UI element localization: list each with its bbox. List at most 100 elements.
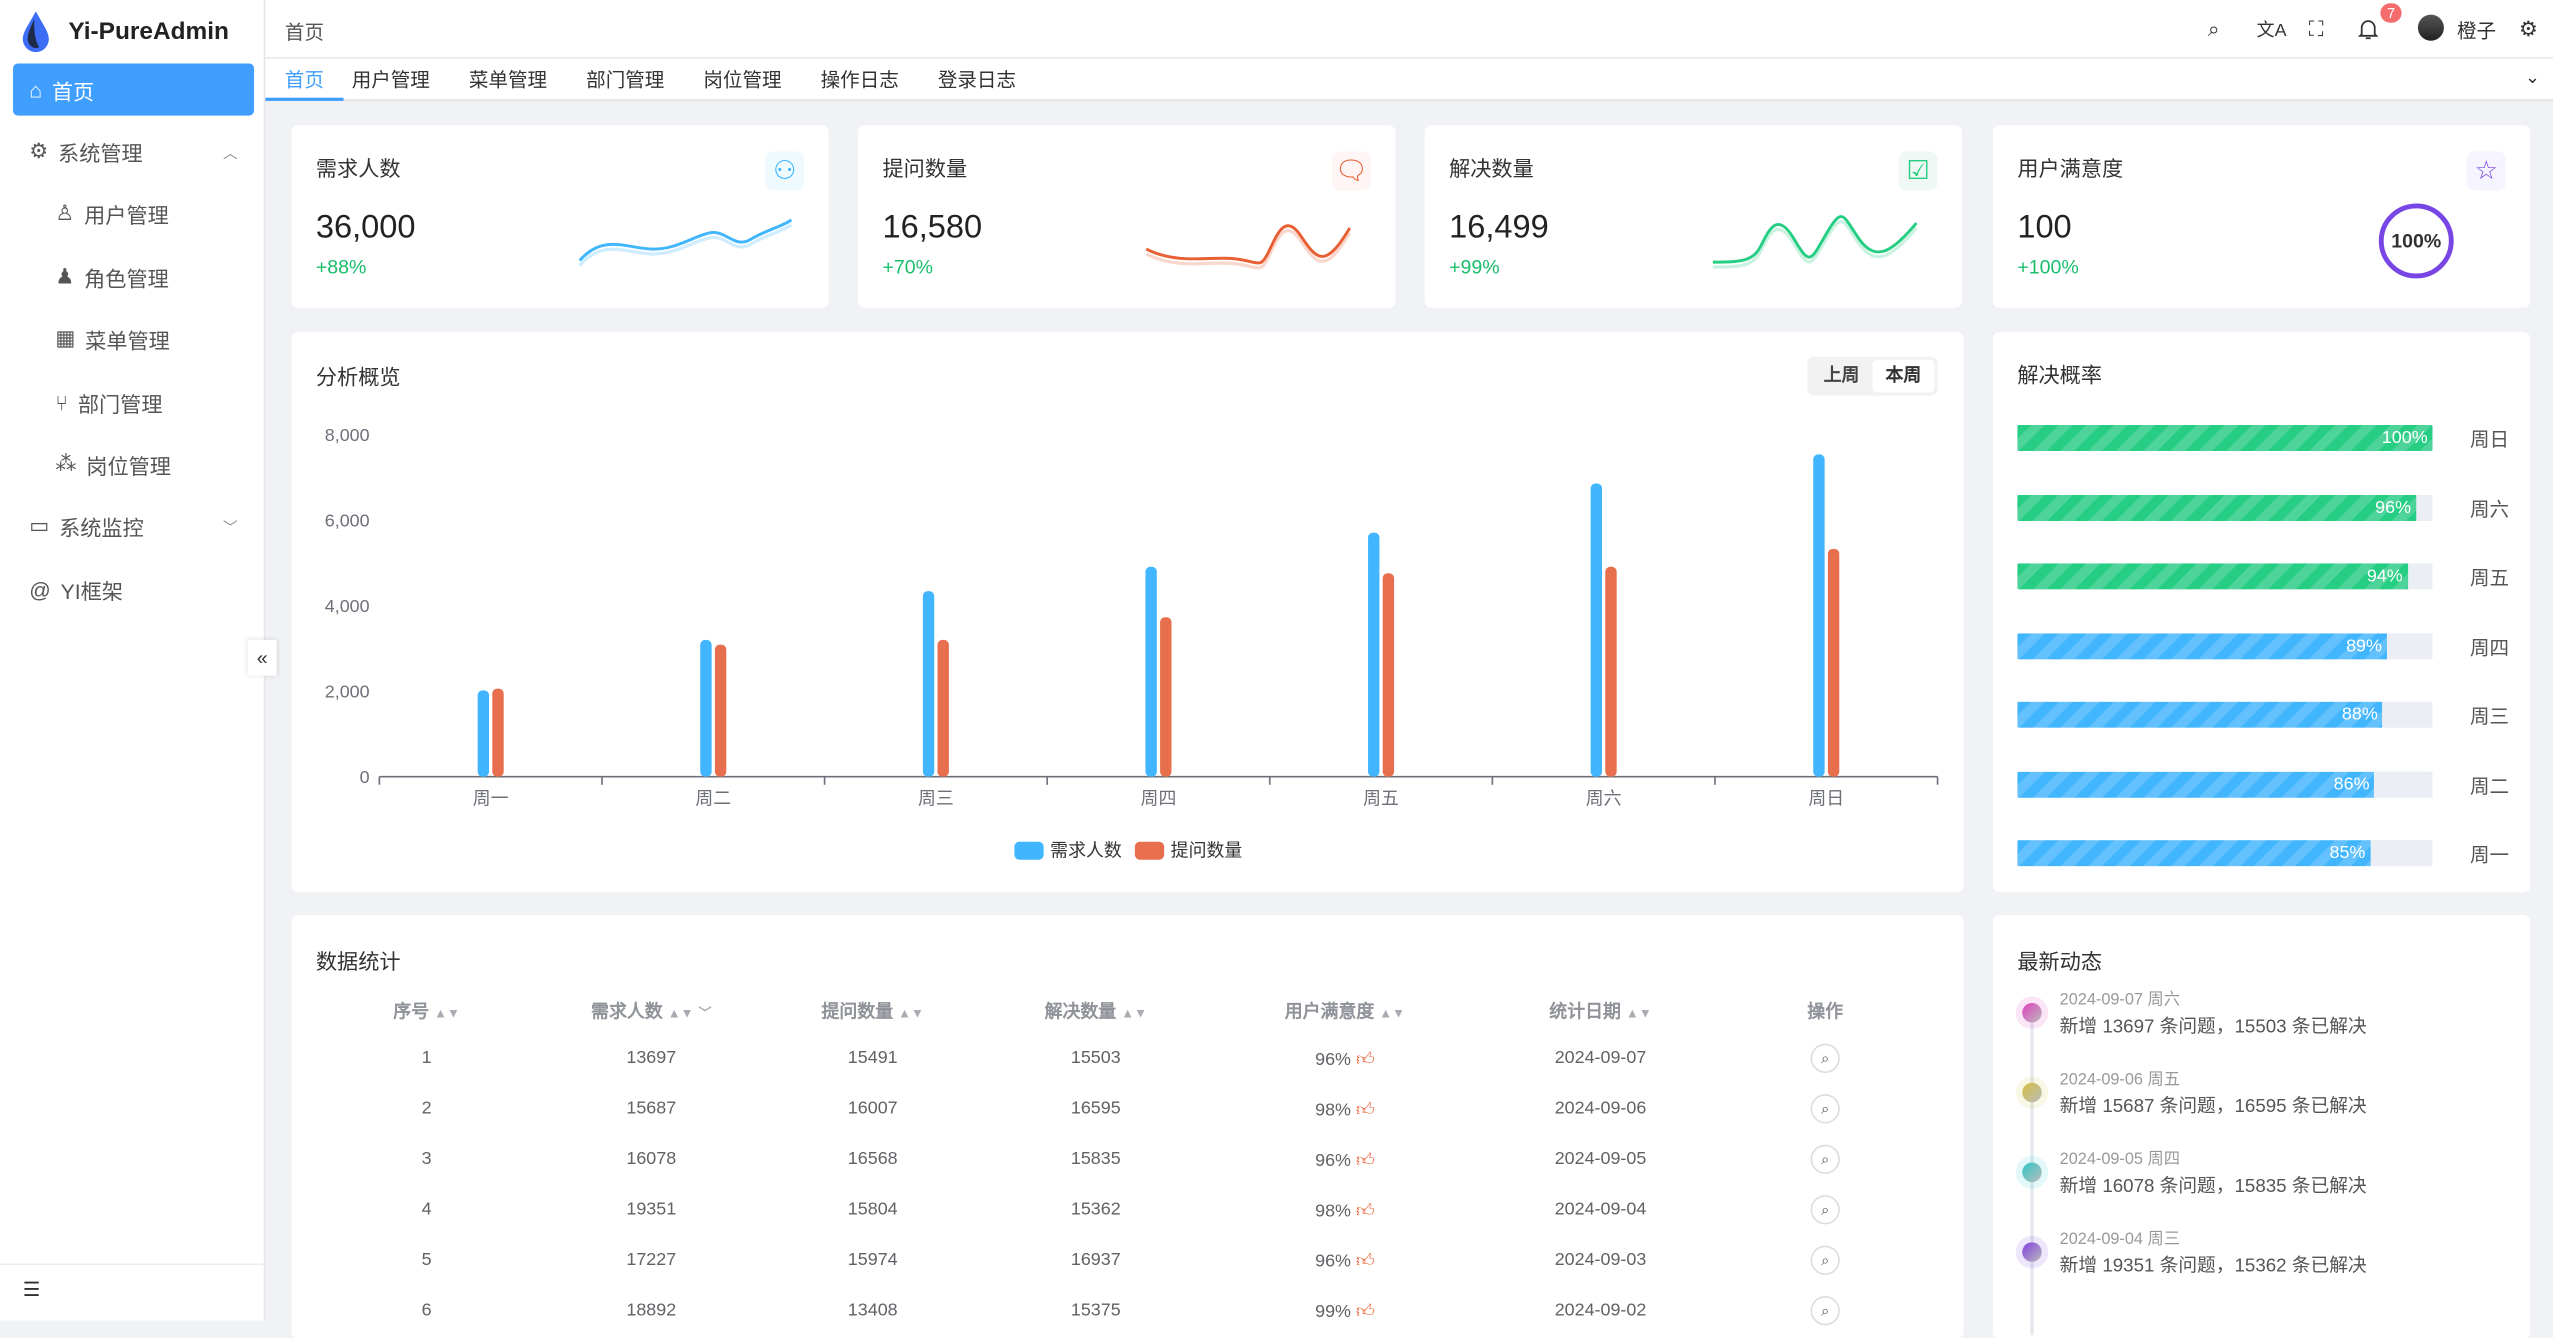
- stat-title: 需求人数: [315, 156, 401, 181]
- view-detail-button[interactable]: ⌕: [1810, 1043, 1840, 1073]
- collapse-sidebar-tab[interactable]: «: [247, 639, 277, 676]
- column-header-label: 操作: [1807, 1002, 1844, 1023]
- bar-1: [714, 644, 727, 777]
- breadcrumb[interactable]: 首页: [284, 21, 325, 44]
- cell-value: 5: [421, 1250, 432, 1270]
- tab-0[interactable]: 首页: [265, 59, 344, 101]
- sort-icon[interactable]: ▲▼: [1379, 1006, 1406, 1021]
- sort-icon[interactable]: ▲▼: [1625, 1006, 1652, 1021]
- table-cell: 15974: [848, 1250, 898, 1270]
- cell-value: 3: [421, 1149, 432, 1170]
- x-tick-label: 周二: [695, 788, 731, 808]
- bell-icon[interactable]: [2357, 18, 2379, 41]
- cell-value: 2: [421, 1099, 432, 1119]
- last-week-option[interactable]: 上周: [1823, 366, 1860, 386]
- cell-value: 2024-09-05: [1554, 1149, 1647, 1170]
- sort-icon[interactable]: ▲▼: [667, 1006, 694, 1021]
- legend-label: 需求人数: [1050, 840, 1122, 860]
- bar-1: [1605, 566, 1617, 777]
- sidebar-item-5[interactable]: ⑂ 部门管理: [13, 376, 254, 428]
- column-header-1[interactable]: 需求人数 ▲▼ ﹀: [591, 998, 711, 1024]
- sparkline: [1712, 215, 1918, 269]
- y-tick-label: 4,000: [325, 596, 370, 616]
- legend-label: 提问数量: [1171, 840, 1243, 860]
- column-header-0[interactable]: 序号 ▲▼: [393, 998, 460, 1024]
- sidebar-item-8[interactable]: @ YI框架: [13, 563, 254, 615]
- data-table-card: 数据统计: [291, 915, 1964, 1338]
- view-detail-button[interactable]: ⌕: [1810, 1144, 1840, 1174]
- collapse-menu-icon[interactable]: ☰: [22, 1278, 41, 1301]
- timeline-dot: [2022, 1242, 2042, 1262]
- check-message-icon: ☑: [1898, 151, 1938, 191]
- cell-value: 2024-09-02: [1554, 1300, 1647, 1321]
- tab-1[interactable]: 用户管理: [351, 68, 430, 92]
- sort-icon[interactable]: ▲▼: [1121, 1006, 1147, 1021]
- sparkline: [1145, 224, 1352, 270]
- cell-value: 2024-09-03: [1554, 1250, 1647, 1270]
- table-cell: 15835: [1071, 1150, 1121, 1170]
- sidebar-item-1[interactable]: ⚙ 系统管理 ︿: [13, 125, 254, 177]
- tab-4[interactable]: 岗位管理: [703, 68, 782, 92]
- tab-2[interactable]: 菜单管理: [468, 68, 548, 92]
- translate-icon[interactable]: 文A: [2256, 21, 2287, 41]
- avatar[interactable]: [2417, 14, 2444, 41]
- filter-chevron-icon[interactable]: ﹀: [698, 1006, 712, 1021]
- timeline-date: 2024-09-04 周三: [2059, 1230, 2181, 1249]
- sort-icon[interactable]: ▲▼: [434, 1006, 460, 1021]
- stat-card-1: 提问数量 🗨︎ 16,580 +70%: [858, 125, 1396, 308]
- settings-gear-icon[interactable]: ⚙: [2518, 16, 2538, 41]
- view-detail-button[interactable]: ⌕: [1810, 1296, 1840, 1326]
- column-header-5[interactable]: 统计日期 ▲▼: [1549, 998, 1651, 1024]
- chevron-down-icon[interactable]: ⌄: [2524, 68, 2540, 88]
- cell-value: 15375: [1070, 1300, 1121, 1321]
- cell-value: 15835: [1070, 1149, 1121, 1170]
- sidebar: Yi-PureAdmin ⌂ 首页 ⚙ 系统管理 ︿ ♙ 用户管理 ♟ 角色管理 ▦ 菜单管理 ⑂ 部门…: [0, 0, 277, 1321]
- sidebar-item-4[interactable]: ▦ 菜单管理: [13, 313, 254, 365]
- column-header-4[interactable]: 用户满意度 ▲▼: [1285, 998, 1405, 1024]
- overview-card: 分析概览 上周 本周 0 2,000 4,000 6,000 8,000 周一 周二 周三 周四…: [291, 332, 1964, 893]
- cell-value: 16007: [847, 1099, 898, 1119]
- column-header-6[interactable]: 操作: [1807, 998, 1843, 1024]
- view-detail-button[interactable]: ⌕: [1810, 1094, 1840, 1124]
- table-cell: 18892: [626, 1301, 676, 1321]
- table-title: 数据统计: [315, 949, 401, 974]
- table-cell: 98% 👍︎: [1315, 1200, 1375, 1222]
- view-detail-button[interactable]: ⌕: [1810, 1245, 1840, 1275]
- sidebar-item-3[interactable]: ♟ 角色管理: [13, 251, 254, 303]
- this-week-option[interactable]: 本周: [1872, 359, 1935, 393]
- x-tick-label: 周五: [1363, 788, 1399, 808]
- logo[interactable]: Yi-PureAdmin: [20, 10, 229, 53]
- branch-icon: ⑂: [55, 389, 69, 415]
- sidebar-item-2[interactable]: ♙ 用户管理: [13, 187, 254, 239]
- legend-swatch: [1134, 841, 1165, 860]
- tab-5[interactable]: 操作日志: [820, 68, 899, 92]
- search-icon[interactable]: ⌕: [2207, 16, 2220, 41]
- table-cell: 5: [422, 1250, 432, 1270]
- tab-6[interactable]: 登录日志: [937, 68, 1017, 92]
- column-header-3[interactable]: 解决数量 ▲▼: [1045, 998, 1147, 1024]
- table-cell: 2024-09-05: [1555, 1150, 1647, 1170]
- sidebar-item-label: 系统管理: [58, 140, 143, 166]
- cell-value: 15362: [1070, 1199, 1121, 1220]
- progress-day: 周四: [2469, 635, 2510, 659]
- bar-0: [700, 639, 712, 777]
- sidebar-item-0[interactable]: ⌂ 首页: [13, 63, 254, 116]
- stat-title: 提问数量: [882, 156, 968, 181]
- table-cell: 6: [422, 1301, 432, 1321]
- timeline-dot: [2022, 1002, 2042, 1023]
- sidebar-item-7[interactable]: ▭ 系统监控 ﹀: [13, 500, 254, 552]
- tab-3[interactable]: 部门管理: [586, 68, 665, 92]
- table-cell: 15491: [848, 1049, 898, 1069]
- view-detail-button[interactable]: ⌕: [1810, 1195, 1840, 1225]
- username[interactable]: 橙子: [2456, 19, 2497, 43]
- table-cell: 13408: [848, 1301, 898, 1321]
- table-cell: 96% 👍︎: [1315, 1049, 1375, 1070]
- cell-value: 13408: [847, 1300, 898, 1321]
- sidebar-item-6[interactable]: ⁂ 岗位管理: [13, 438, 254, 490]
- sort-icon[interactable]: ▲▼: [898, 1006, 924, 1021]
- fullscreen-icon[interactable]: ⛶: [2308, 16, 2324, 41]
- week-toggle: 上周 本周: [1807, 356, 1938, 396]
- column-header-2[interactable]: 提问数量 ▲▼: [822, 998, 924, 1024]
- table-cell: 15687: [626, 1099, 676, 1119]
- stat-title: 解决数量: [1449, 156, 1534, 181]
